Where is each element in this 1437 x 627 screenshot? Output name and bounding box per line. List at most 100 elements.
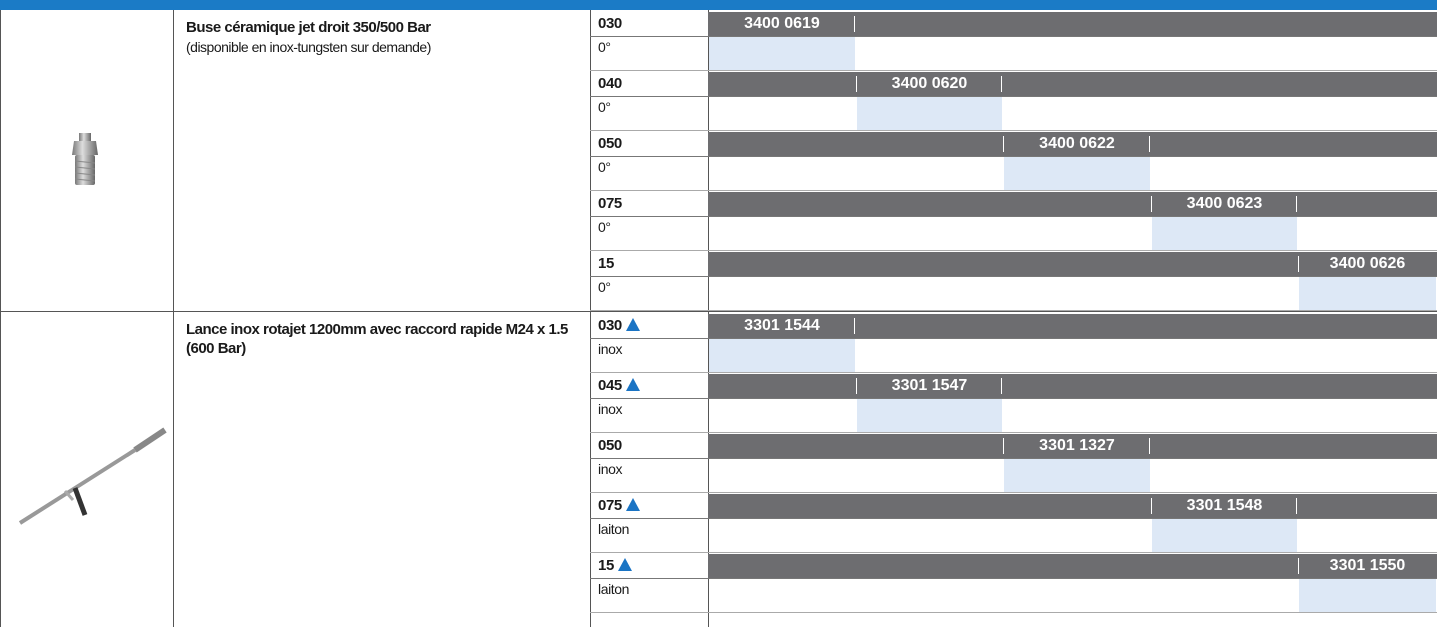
size-text: 050 bbox=[598, 437, 622, 454]
size-label: 15 bbox=[598, 557, 632, 574]
size-text: 050 bbox=[598, 135, 622, 152]
row-line bbox=[590, 310, 1437, 311]
note-label: 0° bbox=[598, 219, 611, 235]
note-label: 0° bbox=[598, 279, 611, 295]
size-label: 040 bbox=[598, 75, 622, 92]
code: 3400 0626 bbox=[1329, 255, 1406, 272]
highlight-cell bbox=[709, 37, 855, 70]
size-underline bbox=[590, 398, 1437, 399]
code-sep bbox=[856, 378, 857, 394]
size-underline bbox=[590, 276, 1437, 277]
code: 3400 0622 bbox=[1039, 135, 1115, 152]
size-label: 075 bbox=[598, 497, 640, 514]
note-label: inox bbox=[598, 461, 623, 477]
highlight-cell bbox=[1004, 459, 1150, 492]
code-sep bbox=[1298, 256, 1299, 272]
code: 3400 0620 bbox=[891, 75, 968, 92]
code: 3301 1544 bbox=[744, 317, 820, 334]
code-sep bbox=[1001, 76, 1002, 92]
size-text: 040 bbox=[598, 75, 622, 92]
highlight-cell bbox=[857, 399, 1002, 432]
code-sep bbox=[1001, 378, 1002, 394]
highlight-cell bbox=[1299, 579, 1436, 612]
new-marker bbox=[625, 498, 640, 511]
size-text: 030 bbox=[598, 317, 622, 334]
code-bar bbox=[708, 72, 1437, 96]
code-bar bbox=[708, 374, 1437, 398]
row-line bbox=[590, 552, 1437, 553]
product-title: Buse céramique jet droit 350/500 Bar bbox=[186, 19, 431, 36]
row-line bbox=[590, 250, 1437, 251]
size-label: 075 bbox=[598, 195, 622, 212]
border bbox=[590, 10, 591, 627]
code-bar bbox=[708, 252, 1437, 276]
note-label: 0° bbox=[598, 39, 611, 55]
note-label: laiton bbox=[598, 581, 630, 597]
product-title: Lance inox rotajet 1200mm avec raccord r… bbox=[186, 321, 568, 357]
code: 3400 0619 bbox=[744, 15, 820, 32]
note-label: inox bbox=[598, 341, 623, 357]
size-underline bbox=[590, 338, 1437, 339]
size-underline bbox=[590, 216, 1437, 217]
code: 3301 1327 bbox=[1039, 437, 1115, 454]
size-label: 045 bbox=[598, 377, 640, 394]
size-label: 050 bbox=[598, 437, 622, 454]
size-text: 15 bbox=[598, 255, 614, 272]
nozzle-image bbox=[72, 133, 98, 185]
code-sep bbox=[1296, 196, 1297, 212]
highlight-cell bbox=[857, 97, 1002, 130]
code-bar bbox=[708, 12, 1437, 36]
product-subtitle: (disponible en inox-tungsten sur demande… bbox=[186, 39, 431, 55]
new-marker bbox=[617, 558, 632, 571]
size-text: 075 bbox=[598, 195, 622, 212]
size-underline bbox=[590, 578, 1437, 579]
note-label: 0° bbox=[598, 99, 611, 115]
row-line bbox=[590, 432, 1437, 433]
border bbox=[0, 10, 1, 627]
code-bar bbox=[708, 434, 1437, 458]
code-sep bbox=[1296, 498, 1297, 514]
size-label: 050 bbox=[598, 135, 622, 152]
code-sep bbox=[1149, 136, 1150, 152]
code-bar bbox=[708, 314, 1437, 338]
note-label: laiton bbox=[598, 521, 630, 537]
code-sep bbox=[1003, 136, 1004, 152]
highlight-cell bbox=[1152, 519, 1297, 552]
note-label: 0° bbox=[598, 159, 611, 175]
highlight-cell bbox=[1152, 217, 1297, 250]
size-underline bbox=[590, 458, 1437, 459]
code-sep bbox=[1149, 438, 1150, 454]
code-bar bbox=[708, 132, 1437, 156]
row-line bbox=[590, 70, 1437, 71]
size-underline bbox=[590, 96, 1437, 97]
note-label: inox bbox=[598, 401, 623, 417]
size-text: 045 bbox=[598, 377, 622, 394]
lance-image bbox=[18, 427, 167, 525]
size-text: 15 bbox=[598, 557, 614, 574]
border bbox=[173, 10, 174, 627]
new-marker bbox=[625, 318, 640, 331]
code-sep bbox=[1151, 498, 1152, 514]
size-underline bbox=[590, 156, 1437, 157]
code: 3301 1550 bbox=[1329, 557, 1406, 574]
size-label: 030 bbox=[598, 15, 622, 32]
code-bar bbox=[708, 554, 1437, 578]
row-line bbox=[590, 492, 1437, 493]
size-label: 15 bbox=[598, 255, 614, 272]
highlight-cell bbox=[1299, 277, 1436, 310]
border bbox=[0, 311, 1437, 312]
code-sep bbox=[856, 76, 857, 92]
code-sep bbox=[854, 318, 855, 334]
header-bar bbox=[0, 0, 1437, 10]
code: 3400 0623 bbox=[1186, 195, 1263, 212]
highlight-cell bbox=[1004, 157, 1150, 190]
row-line bbox=[590, 190, 1437, 191]
code: 3301 1548 bbox=[1186, 497, 1263, 514]
size-underline bbox=[590, 518, 1437, 519]
code-sep bbox=[1003, 438, 1004, 454]
row-line bbox=[590, 612, 1437, 613]
row-line bbox=[590, 372, 1437, 373]
code-bar bbox=[708, 192, 1437, 216]
size-label: 030 bbox=[598, 317, 640, 334]
